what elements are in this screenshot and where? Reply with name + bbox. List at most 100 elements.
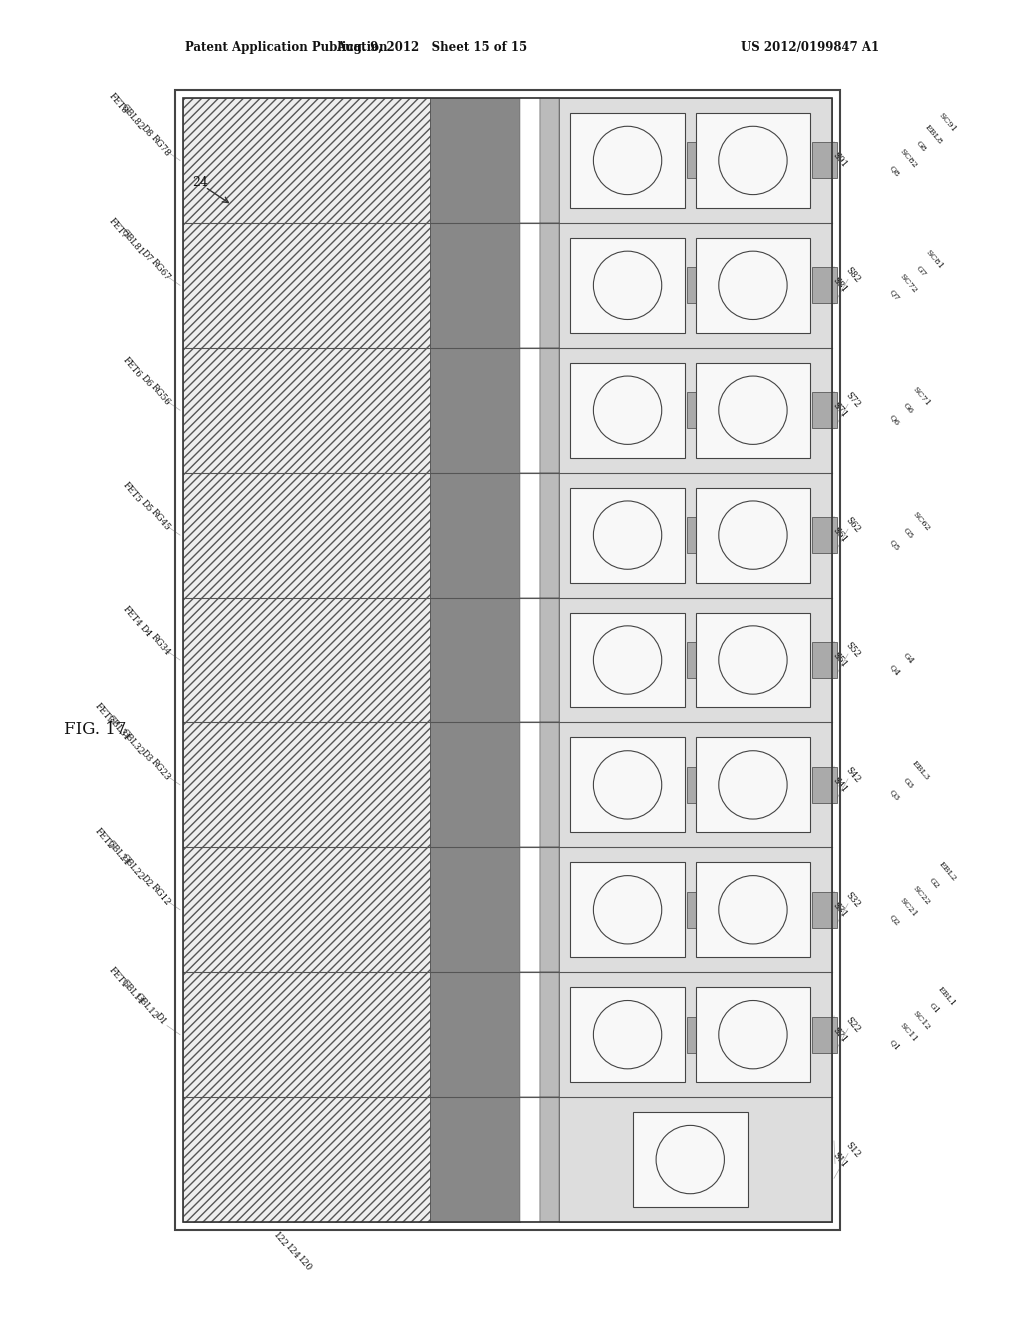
Text: G8: G8 [914,139,928,153]
Bar [540,98,559,223]
Text: SC71: SC71 [910,385,932,408]
Text: GBL31: GBL31 [104,713,131,742]
Text: S62: S62 [844,516,862,535]
Bar [570,987,685,1082]
Bar [430,347,520,473]
Text: S32: S32 [844,890,862,909]
Bar [430,847,520,973]
Bar [183,598,430,722]
Text: G1: G1 [927,1002,941,1016]
Text: G3: G3 [901,776,915,791]
Bar [570,238,685,333]
Text: GBL21: GBL21 [104,838,131,867]
Text: FIG. 17: FIG. 17 [63,722,126,738]
Text: 124: 124 [284,1242,301,1262]
Text: SC82: SC82 [898,147,919,170]
Text: FET6: FET6 [121,355,143,379]
Text: Q7: Q7 [888,288,902,302]
Text: FET3: FET3 [93,702,115,726]
Text: D3: D3 [138,748,154,763]
Text: EBL2: EBL2 [937,861,957,883]
Bar [695,238,810,333]
Bar [183,722,430,847]
Text: RG78: RG78 [148,133,171,158]
Text: Aug. 9, 2012   Sheet 15 of 15: Aug. 9, 2012 Sheet 15 of 15 [337,41,527,54]
Text: EBL3: EBL3 [910,759,932,783]
Bar [540,1097,559,1222]
Text: SC81: SC81 [924,248,944,271]
Bar [687,1016,712,1053]
Bar [183,973,430,1097]
Text: Q8: Q8 [888,164,902,178]
Bar [520,973,540,1097]
Text: S11: S11 [831,1150,849,1170]
Bar [183,347,430,473]
Text: 24: 24 [193,177,208,190]
Text: Q6: Q6 [888,413,902,428]
Text: GBL11: GBL11 [119,977,145,1006]
Text: US 2012/0199847 A1: US 2012/0199847 A1 [741,41,879,54]
Bar [687,392,712,428]
Bar [559,847,831,973]
Text: D7: D7 [138,248,154,264]
Text: Q3: Q3 [888,788,902,803]
Text: S51: S51 [831,651,849,669]
Text: D2: D2 [138,873,154,888]
Bar [540,223,559,347]
Bar [633,1111,748,1206]
Bar [430,98,520,223]
Text: FET1: FET1 [106,966,129,990]
Text: S81: S81 [831,276,849,294]
Text: SC72: SC72 [898,272,919,294]
Bar [687,267,712,304]
Bar [183,98,430,223]
Bar [540,973,559,1097]
Bar [695,114,810,209]
Text: Patent Application Publication: Patent Application Publication [185,41,387,54]
Bar [812,517,837,553]
Text: RG56: RG56 [148,383,171,408]
Bar [430,473,520,598]
Text: G6: G6 [901,401,914,416]
Text: Q2: Q2 [888,912,902,927]
Text: RG67: RG67 [148,257,171,282]
Bar [687,143,712,178]
Bar [559,473,831,598]
Text: RG12: RG12 [148,882,171,907]
Bar [520,1097,540,1222]
Text: SC11: SC11 [898,1022,919,1044]
Text: GBL82: GBL82 [119,103,145,132]
Bar [520,347,540,473]
Text: G2: G2 [927,876,941,891]
Bar [183,223,430,347]
Bar [183,98,831,1222]
Bar [687,892,712,928]
Text: S41: S41 [830,775,849,795]
Bar [183,473,430,598]
Text: RG45: RG45 [148,508,171,532]
Bar [559,223,831,347]
Text: D8: D8 [138,124,154,139]
Bar [812,767,837,803]
Text: FET7: FET7 [106,216,129,240]
Text: D4: D4 [138,623,154,639]
Bar [570,738,685,833]
Text: S61: S61 [831,525,849,545]
Text: D5: D5 [138,499,154,513]
Text: S31: S31 [831,900,849,919]
Text: Q1: Q1 [888,1038,902,1052]
Bar [812,892,837,928]
Bar [559,598,831,722]
Text: Q5: Q5 [888,537,902,552]
Bar [559,722,831,847]
Bar [559,347,831,473]
Text: EBL8: EBL8 [924,123,944,147]
Text: G7: G7 [914,264,928,279]
Bar [540,598,559,722]
Bar [520,98,540,223]
Text: FET8: FET8 [106,91,129,115]
Bar [559,973,831,1097]
Text: GBL81: GBL81 [119,228,145,257]
Text: 122: 122 [271,1230,289,1250]
Bar [570,862,685,957]
